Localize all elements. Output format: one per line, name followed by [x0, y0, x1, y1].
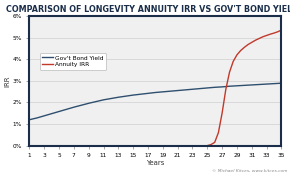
Gov't Bond Yield — [124, 95, 128, 97]
Gov't Bond Yield — [87, 102, 90, 104]
Gov't Bond Yield — [146, 92, 150, 94]
Annuity IRR — [261, 36, 264, 38]
Gov't Bond Yield — [161, 91, 164, 93]
Gov't Bond Yield — [198, 88, 202, 90]
Annuity IRR — [206, 145, 209, 147]
Annuity IRR — [272, 32, 276, 34]
Line: Annuity IRR: Annuity IRR — [207, 30, 281, 146]
Gov't Bond Yield — [72, 106, 76, 108]
Gov't Bond Yield — [139, 93, 142, 95]
Gov't Bond Yield — [57, 110, 61, 113]
Annuity IRR — [235, 54, 239, 56]
Gov't Bond Yield — [250, 84, 253, 86]
Annuity IRR — [224, 88, 228, 90]
Gov't Bond Yield — [28, 119, 31, 121]
Gov't Bond Yield — [265, 83, 268, 85]
Gov't Bond Yield — [243, 84, 246, 86]
Gov't Bond Yield — [228, 85, 231, 87]
Gov't Bond Yield — [258, 84, 261, 86]
Gov't Bond Yield — [168, 90, 172, 92]
Annuity IRR — [231, 60, 235, 62]
Annuity IRR — [265, 34, 268, 37]
Gov't Bond Yield — [272, 83, 276, 85]
Annuity IRR — [246, 44, 250, 46]
Gov't Bond Yield — [131, 94, 135, 96]
Annuity IRR — [258, 37, 261, 39]
Gov't Bond Yield — [117, 96, 120, 98]
Gov't Bond Yield — [102, 99, 105, 101]
Gov't Bond Yield — [191, 88, 194, 90]
Gov't Bond Yield — [280, 82, 283, 84]
Annuity IRR — [250, 41, 253, 44]
Gov't Bond Yield — [154, 92, 157, 94]
Legend: Gov't Bond Yield, Annuity IRR: Gov't Bond Yield, Annuity IRR — [40, 53, 106, 70]
Text: © Michael Kitces, www.kitces.com: © Michael Kitces, www.kitces.com — [212, 169, 287, 173]
Annuity IRR — [220, 112, 224, 114]
Annuity IRR — [217, 132, 220, 134]
Annuity IRR — [280, 29, 283, 31]
Gov't Bond Yield — [206, 87, 209, 89]
Gov't Bond Yield — [35, 117, 39, 119]
Annuity IRR — [269, 33, 272, 35]
Annuity IRR — [239, 50, 242, 52]
Gov't Bond Yield — [220, 86, 224, 88]
Gov't Bond Yield — [42, 115, 46, 117]
Gov't Bond Yield — [65, 108, 68, 110]
Gov't Bond Yield — [109, 97, 113, 100]
X-axis label: Years: Years — [146, 160, 165, 166]
Gov't Bond Yield — [176, 89, 179, 92]
Annuity IRR — [228, 71, 231, 73]
Gov't Bond Yield — [94, 101, 98, 103]
Gov't Bond Yield — [235, 85, 239, 87]
Annuity IRR — [209, 144, 213, 146]
Gov't Bond Yield — [50, 113, 53, 115]
Gov't Bond Yield — [213, 86, 216, 88]
Line: Gov't Bond Yield: Gov't Bond Yield — [29, 83, 281, 120]
Annuity IRR — [254, 39, 257, 41]
Annuity IRR — [276, 31, 280, 33]
Gov't Bond Yield — [79, 104, 83, 106]
Annuity IRR — [243, 46, 246, 48]
Y-axis label: IRR: IRR — [5, 75, 11, 87]
Title: COMPARISON OF LONGEVITY ANNUITY IRR VS GOV'T BOND YIELDS: COMPARISON OF LONGEVITY ANNUITY IRR VS G… — [6, 5, 290, 14]
Annuity IRR — [213, 141, 216, 143]
Gov't Bond Yield — [183, 89, 187, 91]
